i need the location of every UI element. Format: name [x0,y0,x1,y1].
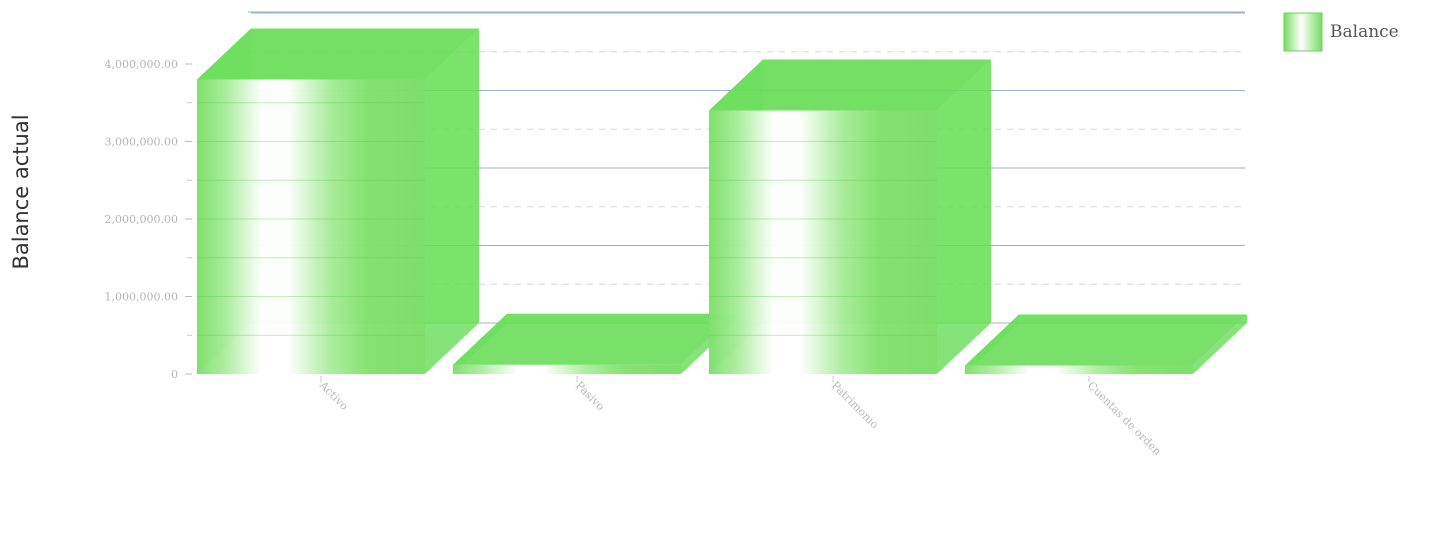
y-axis: 0 1,000,000.00 2,000,000.00 3,000,000.00 4,0… [105,58,192,381]
bar-top-face [965,314,1247,366]
bar [965,314,1247,374]
y-axis-title: Balance actual [9,114,33,269]
x-tick-label: Cuentas de orden [1085,379,1164,458]
bars [197,28,1247,374]
legend-swatch [1283,12,1323,52]
bar-front-face [197,79,425,374]
y-tick-label: 4,000,000.00 [105,58,178,71]
y-tick-label: 1,000,000.00 [105,291,178,304]
x-axis-labels: Activo Pasivo Patrimonio Cuentas de orden [316,376,1164,458]
bar-side-face [937,59,991,374]
bar-front-face [709,110,937,374]
y-tick-label: 3,000,000.00 [105,136,178,149]
bar-top-face [453,313,735,365]
bar-top-face [197,28,479,80]
legend: Balance [1283,12,1399,52]
x-tick-label: Activo [316,378,351,413]
legend-label: Balance [1330,22,1399,42]
bar [197,28,479,374]
bar-top-face [709,59,991,111]
bar-side-face [425,28,479,374]
y-tick-label: 2,000,000.00 [105,213,178,226]
x-tick-label: Patrimonio [829,379,882,432]
bar-side-face [1193,314,1247,374]
x-tick-label: Pasivo [573,379,608,414]
y-tick-label: 0 [171,368,178,381]
bar-front-face [453,364,681,374]
bar [453,313,735,374]
bar-front-face [965,365,1193,374]
bar [709,59,991,374]
